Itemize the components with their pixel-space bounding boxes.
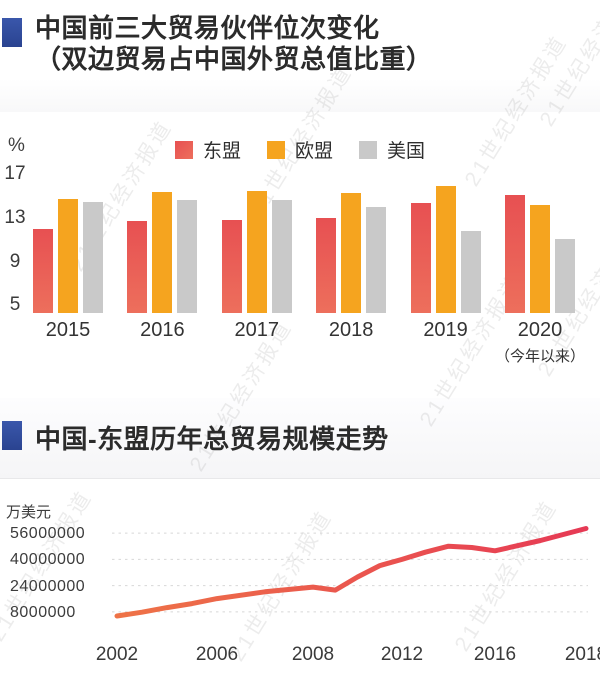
title-bullet-icon — [2, 421, 22, 450]
bar-xlabel-2017: 2017 — [234, 319, 280, 341]
section1-title-line1: 中国前三大贸易伙伴位次变化 — [35, 13, 380, 43]
legend-label-us: 美国 — [387, 141, 426, 162]
bar-chart-legend: 东盟 欧盟 美国 — [0, 136, 600, 163]
legend-item-asean: 东盟 — [174, 136, 241, 163]
bar-asean-2018 — [316, 217, 337, 313]
bar-group-2018: 2018 — [316, 160, 387, 341]
legend-item-us: 美国 — [359, 136, 425, 163]
bar-xlabel-2018: 2018 — [328, 319, 374, 341]
line-chart-xlabel-2016: 2016 — [473, 644, 517, 665]
bar-asean-2020 — [504, 195, 525, 313]
bar-xlabel-2019: 2019 — [423, 319, 468, 341]
bar-xlabel-2016: 2016 — [140, 319, 185, 341]
trade-trend-line — [114, 526, 589, 619]
bar-asean-2016 — [127, 221, 148, 313]
bar-eu-2015 — [58, 199, 78, 313]
bar-chart-ytick: 9 — [9, 250, 21, 272]
bar-us-2018 — [366, 207, 387, 313]
line-chart-ytick: 40000000 — [10, 551, 86, 569]
section2-title: 中国-东盟历年总贸易规模走势 — [35, 424, 389, 454]
bar-eu-2018 — [341, 192, 362, 313]
legend-label-eu: 欧盟 — [294, 141, 333, 162]
line-chart-xlabel-2002: 2002 — [95, 644, 139, 665]
bar-us-2016 — [177, 200, 198, 313]
line-chart-ytick: 24000000 — [10, 577, 86, 595]
bar-us-2019 — [460, 231, 481, 313]
bar-group-2020: 2020 （今年以来） — [495, 160, 585, 365]
bar-chart-unit-label: % — [8, 135, 25, 156]
bar-eu-2016 — [152, 191, 173, 313]
bar-asean-2017 — [221, 220, 242, 313]
line-chart-xlabel-2008: 2008 — [291, 644, 335, 665]
bar-group-2017: 2017 — [221, 160, 292, 341]
line-chart-ytick: 56000000 — [10, 525, 86, 543]
legend-item-eu: 欧盟 — [266, 136, 333, 163]
bar-xlabel-note: （今年以来） — [494, 348, 585, 365]
bar-xlabel-2015: 2015 — [45, 319, 91, 341]
line-chart-ytick: 8000000 — [10, 603, 76, 621]
bar-asean-2015 — [33, 228, 53, 313]
section1-title: 中国前三大贸易伙伴位次变化 （双边贸易占中国外贸总值比重） — [35, 13, 433, 75]
legend-swatch-eu — [266, 140, 285, 159]
line-chart-xlabel-2012: 2012 — [380, 644, 424, 665]
section2-header-band — [0, 398, 600, 479]
bar-chart-y-axis: 17 13 9 5 — [0, 0, 30, 380]
section1-header-band — [0, 0, 600, 112]
line-chart-plot — [112, 526, 589, 619]
bar-us-2017 — [271, 200, 292, 313]
bar-us-2020 — [554, 238, 575, 313]
legend-label-asean: 东盟 — [202, 141, 241, 162]
bar-xlabel-2020: 2020 — [517, 319, 563, 341]
bar-group-2019: 2019 — [410, 160, 481, 341]
bar-eu-2017 — [246, 190, 267, 313]
legend-swatch-asean — [174, 140, 193, 159]
bar-group-2015: 2015 — [33, 160, 103, 341]
bar-group-2016: 2016 — [127, 160, 198, 341]
bar-us-2015 — [83, 201, 103, 313]
bar-eu-2020 — [529, 204, 550, 313]
line-chart-xlabel-2006: 2006 — [195, 644, 239, 665]
section1-title-line2: （双边贸易占中国外贸总值比重） — [35, 44, 433, 74]
bar-chart-ytick: 17 — [4, 163, 26, 185]
bar-chart-ytick: 13 — [4, 206, 26, 228]
bar-eu-2019 — [435, 186, 456, 313]
bar-asean-2019 — [410, 202, 431, 313]
bar-chart-plot: 2015 2016 2017 2018 2019 2020 （今年以来） — [33, 160, 585, 365]
bar-chart-ytick: 5 — [9, 294, 21, 316]
line-chart-xlabel-2018: 2018 — [564, 644, 600, 665]
line-chart-unit-label: 万美元 — [6, 504, 52, 521]
title-bullet-icon — [2, 18, 22, 47]
legend-swatch-us — [359, 140, 377, 159]
